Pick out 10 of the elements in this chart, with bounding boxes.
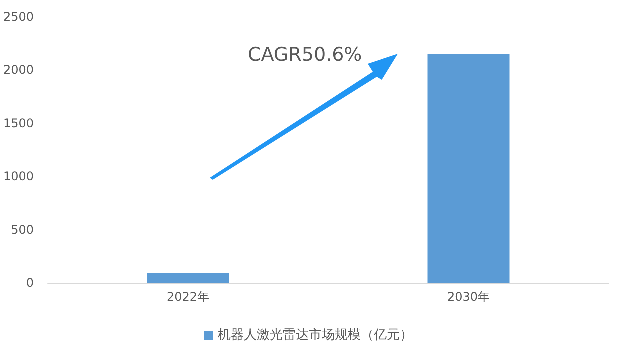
x-tick-label: 2022年: [166, 290, 210, 304]
y-tick-label: 2000: [3, 63, 34, 78]
y-tick-label: 0: [26, 276, 34, 290]
y-tick-label: 1500: [3, 116, 34, 130]
y-tick-label: 2500: [3, 10, 34, 24]
annotation: CAGR50.6%: [248, 44, 362, 66]
y-tick-label: 500: [11, 222, 34, 237]
legend-label: 机器人激光雷达市场规模（亿元）: [218, 328, 413, 343]
x-tick-label: 2030年: [447, 290, 490, 304]
y-tick-label: 1000: [3, 170, 34, 184]
